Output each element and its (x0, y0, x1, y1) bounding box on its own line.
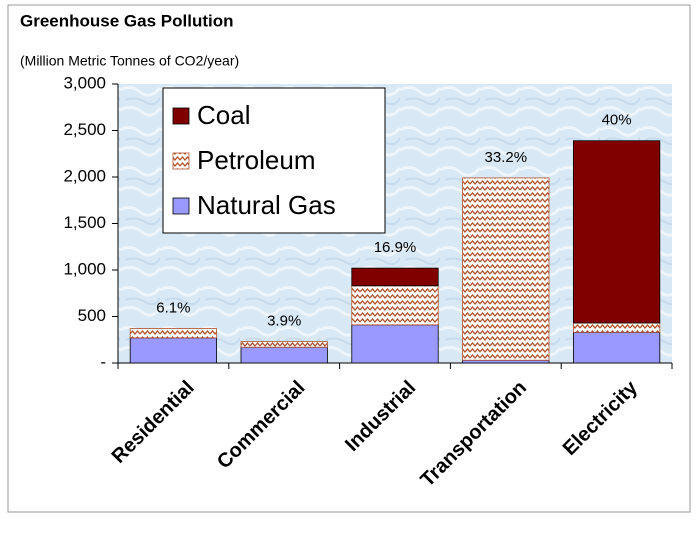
legend-swatch (172, 197, 190, 215)
bar-annotation: 33.2% (485, 149, 528, 166)
y-tick-label: 500 (78, 306, 106, 325)
bar-segment (462, 359, 550, 364)
bar-annotation: 40% (602, 112, 632, 129)
y-tick-label: 2,000 (63, 166, 106, 185)
y-tick-label: 2,500 (63, 120, 106, 139)
bar-annotation: 3.9% (267, 313, 301, 330)
legend-swatch (172, 152, 190, 170)
bar-segment (240, 346, 328, 364)
legend-box (162, 87, 386, 234)
legend-label: Coal (197, 100, 250, 130)
y-tick-label: 1,500 (63, 213, 106, 232)
y-tick-label: - (100, 352, 106, 371)
bar-annotation: 6.1% (156, 300, 190, 317)
chart-subtitle: (Million Metric Tonnes of CO2/year) (20, 53, 239, 69)
legend-label: Natural Gas (197, 190, 336, 220)
bar-segment (462, 177, 550, 361)
bar-segment (572, 140, 661, 324)
bar-segment (351, 324, 439, 364)
legend-swatch (172, 107, 190, 125)
y-tick-label: 3,000 (63, 73, 106, 92)
bar-segment (572, 322, 661, 333)
bar-segment (351, 267, 439, 287)
chart-title: Greenhouse Gas Pollution (20, 11, 233, 30)
bar-segment (351, 285, 439, 326)
y-tick-label: 1,000 (63, 259, 106, 278)
bar-segment (129, 337, 218, 364)
bar-segment (129, 328, 218, 339)
bar-segment (572, 331, 661, 364)
bar-annotation: 16.9% (374, 239, 417, 256)
legend-label: Petroleum (197, 145, 316, 175)
bar-segment (240, 341, 328, 348)
